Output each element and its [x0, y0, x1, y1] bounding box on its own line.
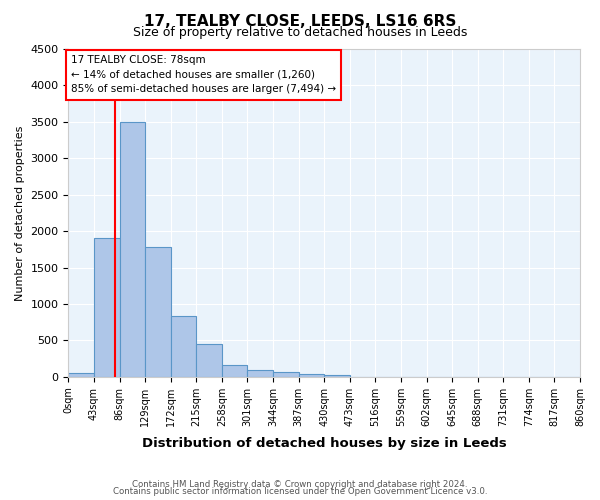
Bar: [145, 247, 171, 377]
Text: Contains HM Land Registry data © Crown copyright and database right 2024.: Contains HM Land Registry data © Crown c…: [132, 480, 468, 489]
Text: 17, TEALBY CLOSE, LEEDS, LS16 6RS: 17, TEALBY CLOSE, LEEDS, LS16 6RS: [144, 14, 456, 29]
X-axis label: Distribution of detached houses by size in Leeds: Distribution of detached houses by size …: [142, 437, 506, 450]
Bar: [247, 370, 273, 377]
Bar: [94, 238, 119, 377]
Bar: [196, 344, 222, 377]
Text: Size of property relative to detached houses in Leeds: Size of property relative to detached ho…: [133, 26, 467, 39]
Text: 17 TEALBY CLOSE: 78sqm
← 14% of detached houses are smaller (1,260)
85% of semi-: 17 TEALBY CLOSE: 78sqm ← 14% of detached…: [71, 55, 336, 94]
Bar: [324, 374, 350, 377]
Bar: [222, 365, 247, 377]
Bar: [119, 122, 145, 377]
Bar: [273, 372, 299, 377]
Bar: [171, 316, 196, 377]
Text: Contains public sector information licensed under the Open Government Licence v3: Contains public sector information licen…: [113, 487, 487, 496]
Bar: [299, 374, 324, 377]
Y-axis label: Number of detached properties: Number of detached properties: [15, 125, 25, 300]
Bar: [68, 373, 94, 377]
